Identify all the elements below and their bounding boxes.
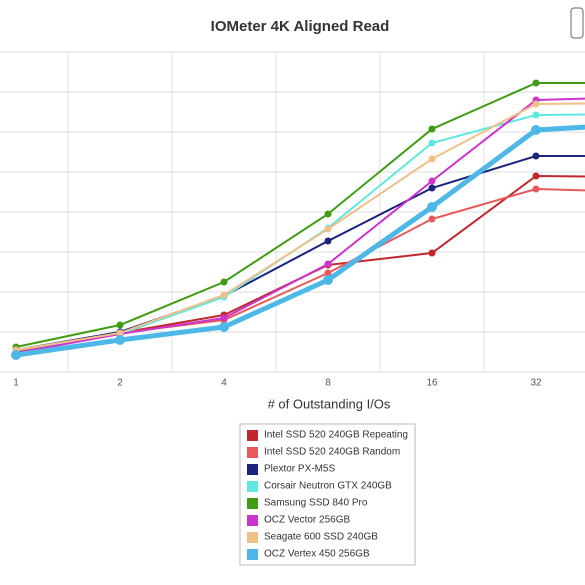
series-line — [15, 187, 585, 353]
legend-label: Intel SSD 520 240GB Repeating — [264, 430, 408, 441]
data-point — [532, 111, 540, 119]
data-point — [324, 237, 332, 245]
legend-label: OCZ Vertex 450 256GB — [264, 549, 370, 560]
chart-title: IOMeter 4K Aligned Read — [211, 18, 390, 35]
series-line — [15, 174, 585, 353]
data-point — [428, 184, 436, 192]
data-point — [324, 210, 332, 218]
x-tick-label: 4 — [221, 378, 227, 389]
data-point — [220, 314, 228, 322]
legend-swatch — [247, 481, 258, 492]
data-point — [323, 275, 333, 285]
series-line — [15, 155, 585, 351]
data-point — [531, 125, 541, 135]
legend-swatch — [247, 549, 258, 560]
data-point — [324, 260, 332, 268]
data-point — [115, 335, 125, 345]
data-point — [532, 152, 540, 160]
data-point — [427, 202, 437, 212]
legend-swatch — [247, 515, 258, 526]
legend-swatch — [247, 464, 258, 475]
legend-label: Samsung SSD 840 Pro — [264, 498, 368, 509]
data-point — [532, 172, 540, 180]
data-point — [220, 278, 228, 286]
legend-label: Intel SSD 520 240GB Random — [264, 447, 400, 458]
legend-label: Seagate 600 SSD 240GB — [264, 532, 378, 543]
data-point — [428, 249, 436, 257]
legend-box — [239, 423, 416, 566]
legend-label: OCZ Vector 256GB — [264, 515, 350, 526]
series-line — [15, 97, 585, 354]
icon — [570, 7, 584, 39]
legend-swatch — [247, 430, 258, 441]
data-point — [428, 215, 436, 223]
legend-label: Corsair Neutron GTX 240GB — [264, 481, 392, 492]
data-point — [116, 321, 124, 329]
series-line — [15, 124, 585, 358]
data-point — [532, 185, 540, 193]
data-point — [428, 177, 436, 185]
data-point — [324, 269, 332, 277]
legend-label: Plextor PX-M5S — [264, 464, 335, 475]
x-tick-label: 32 — [530, 378, 542, 389]
data-point — [428, 139, 436, 147]
data-point — [324, 225, 332, 233]
data-point — [532, 79, 540, 87]
data-point — [220, 291, 228, 299]
data-point — [116, 329, 124, 337]
x-tick-label: 16 — [426, 378, 438, 389]
x-tick-label: 1 — [13, 378, 19, 389]
data-point — [428, 125, 436, 133]
x-tick-label: 8 — [325, 378, 331, 389]
data-point — [428, 155, 436, 163]
data-point — [532, 100, 540, 108]
x-axis-label: # of Outstanding I/Os — [268, 396, 391, 411]
legend-swatch — [247, 498, 258, 509]
legend-swatch — [247, 447, 258, 458]
data-point — [219, 322, 229, 332]
legend-swatch — [247, 532, 258, 543]
series-line — [15, 102, 585, 351]
data-point — [11, 350, 21, 360]
x-tick-label: 2 — [117, 378, 123, 389]
